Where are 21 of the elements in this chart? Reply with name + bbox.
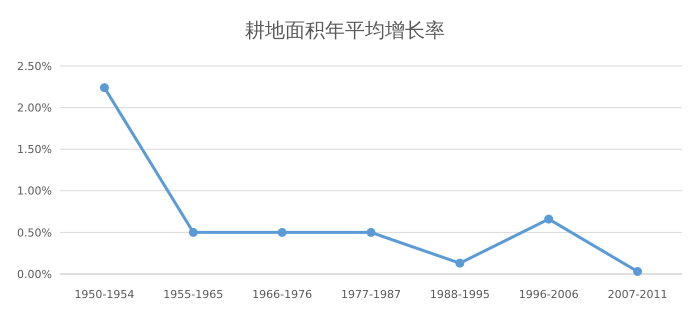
x-tick-label: 2007-2011 bbox=[608, 288, 668, 301]
y-tick-label: 1.00% bbox=[17, 184, 52, 198]
x-tick-label: 1996-2006 bbox=[518, 288, 579, 301]
point bbox=[366, 228, 376, 237]
point bbox=[100, 83, 109, 92]
point bbox=[633, 267, 642, 276]
point bbox=[455, 258, 464, 268]
point bbox=[544, 214, 554, 224]
y-tick-label: 1.50% bbox=[17, 143, 52, 156]
x-tick-label: 1988-1995 bbox=[430, 288, 490, 301]
x-tick-label: 1977-1987 bbox=[341, 288, 401, 301]
y-tick-label: 2.00% bbox=[17, 101, 52, 114]
chart-title: 耕地面积年平均增长率 bbox=[245, 18, 445, 42]
y-tick-label: 0.50% bbox=[17, 226, 52, 240]
point bbox=[278, 228, 287, 237]
x-tick-label: 1966-1976 bbox=[252, 288, 312, 301]
y-tick-label: 0.00% bbox=[17, 268, 52, 281]
x-tick-label: 1955-1965 bbox=[163, 288, 224, 301]
point bbox=[188, 228, 198, 237]
y-tick-label: 2.50% bbox=[17, 60, 52, 73]
x-tick-label: 1950-1954 bbox=[74, 288, 134, 301]
